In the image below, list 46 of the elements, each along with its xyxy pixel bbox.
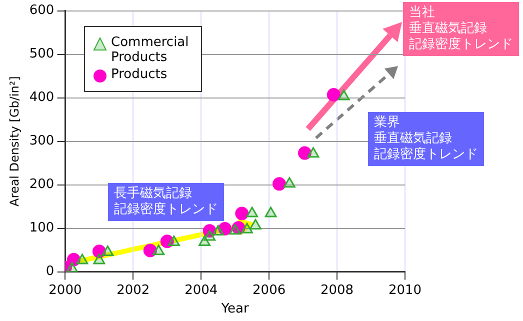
point bbox=[326, 88, 340, 102]
point bbox=[212, 225, 224, 236]
y-tick-label: 0 bbox=[46, 264, 54, 280]
point bbox=[168, 235, 180, 246]
y-tick-label: 500 bbox=[29, 46, 54, 62]
point bbox=[229, 224, 242, 235]
y-axis-title: Areal Density [Gb/in²] bbox=[7, 76, 22, 206]
point bbox=[272, 177, 286, 191]
point bbox=[66, 252, 80, 266]
point bbox=[218, 222, 232, 236]
x-tick-label: 2000 bbox=[48, 282, 82, 298]
x-tick-label: 2004 bbox=[184, 282, 218, 298]
point bbox=[76, 254, 88, 264]
y-tick-label: 200 bbox=[29, 177, 54, 192]
point bbox=[298, 146, 312, 160]
x-tick-label: 2010 bbox=[388, 282, 422, 298]
legend-label: Commercial Products bbox=[111, 35, 190, 65]
point bbox=[204, 230, 216, 241]
annotation: 業界垂直磁気記録記録密度トレンド bbox=[368, 112, 484, 166]
x-tick-label: 2002 bbox=[116, 282, 150, 298]
point bbox=[307, 147, 320, 158]
point bbox=[152, 244, 165, 256]
point bbox=[232, 221, 246, 235]
point bbox=[160, 234, 174, 248]
legend-label: Products bbox=[111, 67, 168, 82]
x-axis-title: Year bbox=[220, 302, 250, 317]
y-tick-label: 600 bbox=[29, 3, 54, 18]
point bbox=[338, 90, 350, 100]
point bbox=[246, 206, 258, 218]
point bbox=[102, 245, 114, 256]
point bbox=[143, 244, 157, 258]
x-tick-label: 2006 bbox=[252, 282, 286, 298]
point bbox=[202, 224, 216, 238]
text: 当社垂直磁気記録記録密度トレンド bbox=[403, 2, 519, 56]
point bbox=[93, 254, 106, 264]
point bbox=[235, 206, 249, 220]
point bbox=[284, 177, 296, 188]
point bbox=[66, 262, 78, 272]
y-tick-label: 100 bbox=[29, 220, 54, 236]
annotation: 長手磁気記録記録密度トレンド bbox=[108, 183, 224, 221]
point bbox=[250, 218, 262, 230]
point bbox=[264, 206, 277, 218]
x-tick-label: 2008 bbox=[320, 282, 354, 298]
y-tick-label: 400 bbox=[29, 90, 54, 106]
y-tick-label: 300 bbox=[29, 134, 54, 149]
point bbox=[92, 244, 106, 258]
